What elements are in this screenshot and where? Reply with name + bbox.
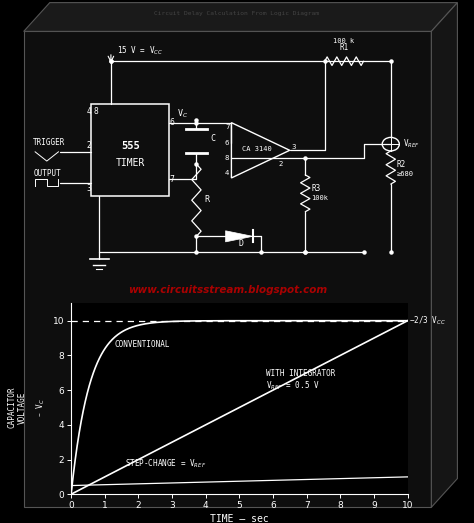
Text: 4: 4 bbox=[225, 170, 229, 176]
Polygon shape bbox=[226, 231, 253, 242]
Text: −2/3 V$_{CC}$: −2/3 V$_{CC}$ bbox=[410, 314, 447, 327]
Text: CONVENTIONAL: CONVENTIONAL bbox=[115, 340, 170, 349]
Text: V$_C$: V$_C$ bbox=[177, 107, 188, 120]
Text: 4: 4 bbox=[87, 107, 91, 117]
Text: 555: 555 bbox=[121, 141, 140, 151]
Text: R3: R3 bbox=[311, 184, 320, 193]
Text: Circuit Delay Calculation From Logic Diagram: Circuit Delay Calculation From Logic Dia… bbox=[155, 10, 319, 16]
Text: 6: 6 bbox=[225, 140, 229, 145]
Text: C: C bbox=[210, 133, 215, 142]
Circle shape bbox=[382, 138, 399, 151]
Text: 8: 8 bbox=[225, 155, 229, 161]
X-axis label: TIME – sec: TIME – sec bbox=[210, 514, 269, 523]
Text: www.circuitsstream.blogspot.com: www.circuitsstream.blogspot.com bbox=[128, 285, 327, 295]
Text: CAPACITOR
VOLTAGE: CAPACITOR VOLTAGE bbox=[8, 386, 27, 428]
Text: TIMER: TIMER bbox=[116, 157, 145, 167]
Text: 100 k: 100 k bbox=[334, 38, 355, 44]
Text: 15 V = V$_{CC}$: 15 V = V$_{CC}$ bbox=[117, 44, 163, 56]
Text: TRIGGER: TRIGGER bbox=[33, 138, 65, 147]
Text: WITH INTEGRATOR: WITH INTEGRATOR bbox=[266, 369, 336, 378]
Text: R1: R1 bbox=[339, 43, 349, 52]
Polygon shape bbox=[231, 123, 290, 178]
Polygon shape bbox=[431, 3, 457, 507]
Text: 2: 2 bbox=[278, 161, 283, 167]
Text: V$_{REF}$ = 0.5 V: V$_{REF}$ = 0.5 V bbox=[266, 379, 320, 392]
Bar bbox=[91, 104, 169, 197]
Text: R2: R2 bbox=[397, 160, 406, 169]
Text: D: D bbox=[238, 239, 244, 248]
Text: CA 3140: CA 3140 bbox=[242, 146, 272, 152]
Text: V$_{REF}$: V$_{REF}$ bbox=[403, 138, 420, 151]
Text: 3: 3 bbox=[292, 144, 296, 150]
Text: 8: 8 bbox=[93, 107, 98, 117]
Text: 2: 2 bbox=[87, 141, 91, 150]
Text: ≥680: ≥680 bbox=[397, 170, 414, 177]
Text: 100k: 100k bbox=[311, 195, 328, 201]
Text: 7: 7 bbox=[225, 124, 229, 130]
Text: OUTPUT: OUTPUT bbox=[33, 169, 61, 178]
Text: STEP-CHANGE = V$_{REF}$: STEP-CHANGE = V$_{REF}$ bbox=[125, 458, 206, 470]
Text: R: R bbox=[204, 195, 209, 204]
Text: 6: 6 bbox=[169, 118, 174, 127]
Polygon shape bbox=[24, 3, 457, 31]
Text: – V$_C$: – V$_C$ bbox=[35, 398, 47, 417]
Text: 3: 3 bbox=[87, 184, 91, 193]
Polygon shape bbox=[24, 31, 431, 507]
Text: 7: 7 bbox=[169, 175, 174, 184]
